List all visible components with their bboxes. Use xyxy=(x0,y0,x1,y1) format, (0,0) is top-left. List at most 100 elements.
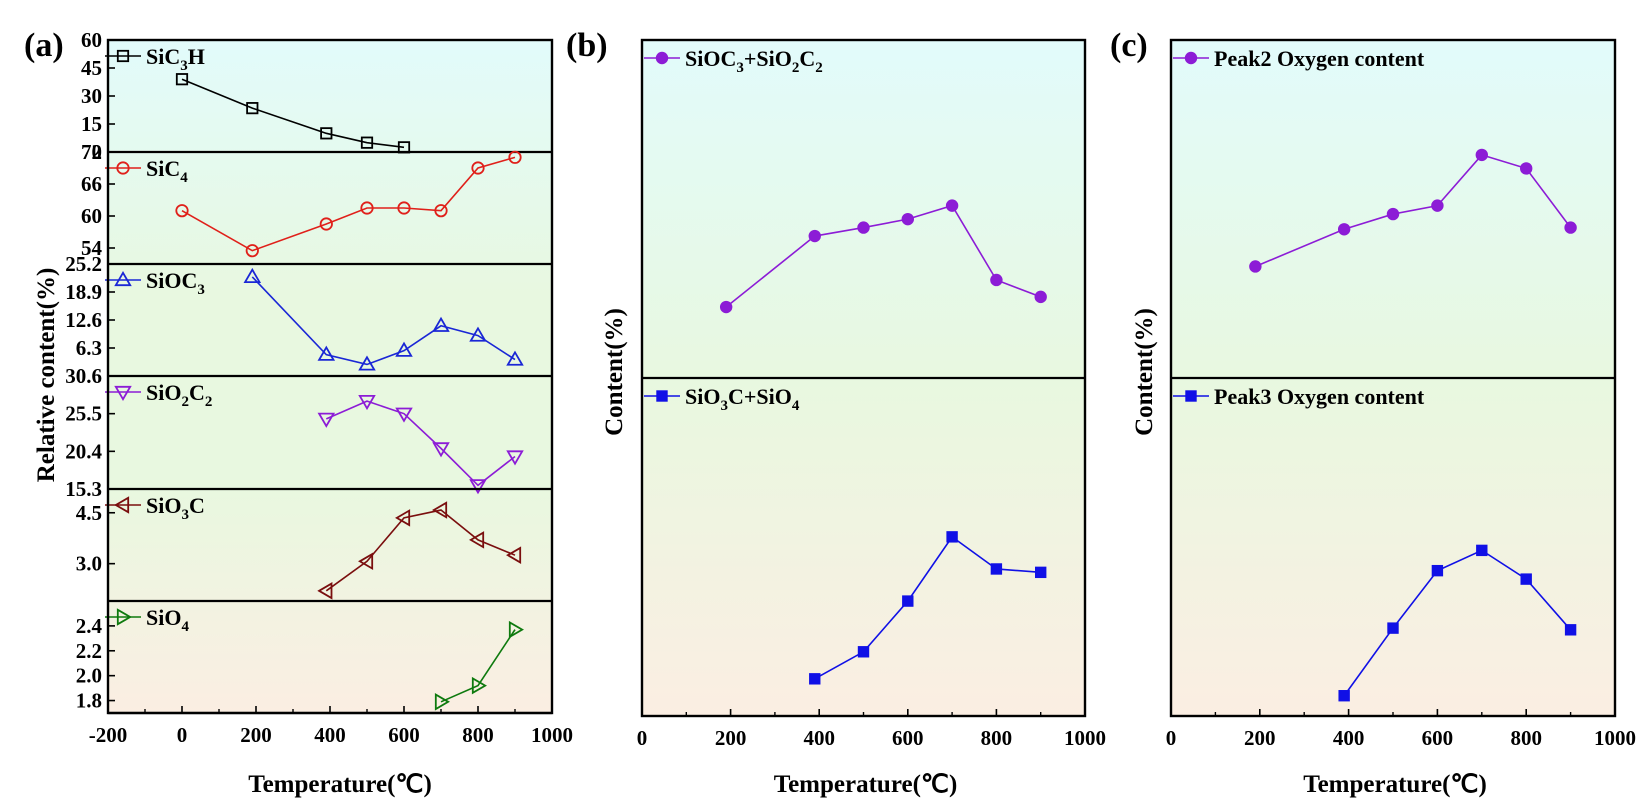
data-point xyxy=(1520,162,1533,175)
data-point xyxy=(175,204,189,218)
y-tick-label: 18.9 xyxy=(65,280,102,304)
data-point xyxy=(506,546,522,564)
data-point xyxy=(857,646,870,658)
panel-label: (c) xyxy=(1110,27,1148,64)
data-point xyxy=(901,212,914,226)
x-tick-label: 600 xyxy=(388,723,420,747)
panel-label: (b) xyxy=(566,27,608,64)
series-line xyxy=(181,78,405,149)
legend-label-part: 4 xyxy=(181,619,189,635)
data-point xyxy=(395,407,413,423)
legend-label-part: SiC xyxy=(146,44,180,69)
subplot-1: SiOC3+SiO2C2 xyxy=(644,46,1047,314)
legend-label: SiOC3+SiO2C2 xyxy=(685,46,823,76)
data-point xyxy=(116,608,132,626)
y-tick-label: 2.2 xyxy=(76,639,102,663)
x-tick-label: 200 xyxy=(240,723,272,747)
data-point xyxy=(506,350,524,366)
legend-label-part: SiO xyxy=(146,493,181,518)
data-point xyxy=(1184,51,1198,65)
data-point xyxy=(990,563,1003,575)
legend-label-part: 4 xyxy=(180,170,188,186)
legend-label-part: 3 xyxy=(197,282,205,298)
legend-label-part: 2 xyxy=(792,60,800,76)
x-axis-title: Temperature(℃) xyxy=(1303,771,1487,798)
data-point xyxy=(1564,221,1577,234)
data-point xyxy=(1337,223,1351,236)
data-point xyxy=(243,267,262,283)
data-point xyxy=(432,442,450,458)
data-point xyxy=(1564,624,1577,636)
data-point xyxy=(317,582,333,600)
y-axis-title: Content(%) xyxy=(601,308,628,436)
data-point xyxy=(656,390,668,402)
data-point xyxy=(508,620,524,639)
legend-label: SiO4 xyxy=(146,605,189,635)
legend-label: SiO3C+SiO4 xyxy=(685,384,800,414)
subplot-2: SiO3C+SiO4 xyxy=(644,384,1047,685)
legend-label-part: SiO xyxy=(146,605,181,630)
legend-label: SiO3C xyxy=(146,493,205,523)
data-point xyxy=(809,673,821,685)
x-tick-label: 800 xyxy=(981,726,1013,750)
plot-background xyxy=(642,378,1085,716)
y-tick-label: 15 xyxy=(81,112,102,136)
x-tick-label: 800 xyxy=(462,723,494,747)
data-point xyxy=(432,316,450,332)
legend-label-part: Peak3 Oxygen content xyxy=(1214,384,1425,409)
legend-label-part: 2 xyxy=(181,394,189,410)
x-tick-label: 1000 xyxy=(531,723,573,747)
data-point xyxy=(245,244,259,258)
legend-label: SiC4 xyxy=(146,156,188,186)
series-line xyxy=(440,629,516,703)
legend-label-part: SiO xyxy=(146,380,181,405)
series-line xyxy=(1343,549,1572,697)
data-point xyxy=(1387,622,1399,634)
legend-label-part: SiO xyxy=(685,384,720,409)
data-point xyxy=(116,161,130,175)
data-point xyxy=(1431,199,1444,212)
x-tick-label: 200 xyxy=(715,726,747,750)
data-point xyxy=(655,51,669,65)
series-line xyxy=(181,156,516,252)
legend-label-part: SiC xyxy=(146,156,180,181)
chart-panel-c: Peak2 Oxygen content Peak3 Oxygen content… xyxy=(1110,27,1636,798)
data-point xyxy=(434,204,448,218)
legend-label-part: SiOC xyxy=(685,46,736,71)
data-point xyxy=(395,509,411,527)
y-tick-label: 12.6 xyxy=(65,308,102,332)
y-tick-label: 60 xyxy=(81,28,102,52)
legend-label: SiC3H xyxy=(146,44,205,74)
series-line xyxy=(814,535,1041,680)
data-point xyxy=(1035,566,1047,579)
x-axis-title: Temperature(℃) xyxy=(774,771,958,798)
y-tick-label: 30.6 xyxy=(65,364,102,388)
x-tick-label: 600 xyxy=(892,726,924,750)
y-tick-label: 15.3 xyxy=(65,477,102,501)
legend-label: Peak2 Oxygen content xyxy=(1214,46,1425,71)
y-tick-label: 25.5 xyxy=(65,402,102,426)
legend-label-part: C xyxy=(799,46,815,71)
legend-label-part: 3 xyxy=(736,60,744,76)
y-tick-label: 6.3 xyxy=(76,336,102,360)
legend-label-part: 3 xyxy=(720,398,728,414)
data-point xyxy=(434,693,450,711)
data-point xyxy=(114,496,130,514)
x-tick-label: 1000 xyxy=(1064,726,1106,750)
legend-label-part: C xyxy=(189,380,205,405)
y-tick-label: 20.4 xyxy=(65,439,102,463)
y-axis-title: Content(%) xyxy=(1131,308,1158,436)
data-point xyxy=(1431,564,1444,577)
data-point xyxy=(432,501,448,519)
x-tick-label: -200 xyxy=(89,723,128,747)
data-point xyxy=(317,345,336,361)
legend-label: SiOC3 xyxy=(146,268,205,298)
series-line xyxy=(325,509,516,592)
subplot-5: 3.0 4.5 SiO3C xyxy=(76,493,552,603)
data-point xyxy=(320,127,333,140)
legend-label-part: 2 xyxy=(815,60,823,76)
data-point xyxy=(114,385,132,401)
